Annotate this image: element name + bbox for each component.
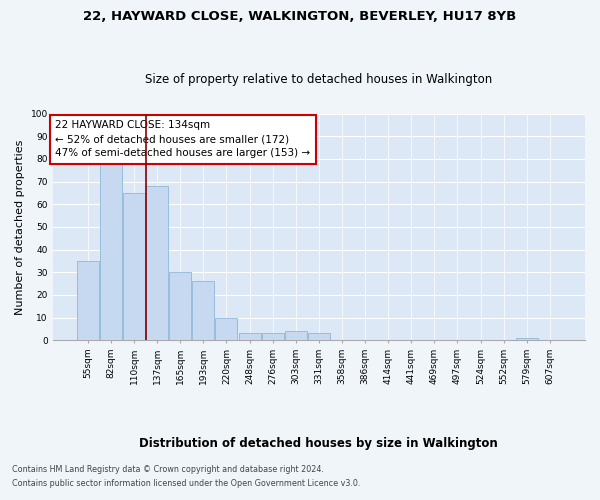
Bar [516,338,538,340]
Bar [169,272,191,340]
Bar [215,318,238,340]
Y-axis label: Number of detached properties: Number of detached properties [15,139,25,314]
X-axis label: Distribution of detached houses by size in Walkington: Distribution of detached houses by size … [139,437,498,450]
Text: 22, HAYWARD CLOSE, WALKINGTON, BEVERLEY, HU17 8YB: 22, HAYWARD CLOSE, WALKINGTON, BEVERLEY,… [83,10,517,23]
Bar [285,331,307,340]
Bar [308,334,330,340]
Bar [146,186,168,340]
Bar [262,334,284,340]
Bar [123,193,145,340]
Text: Contains HM Land Registry data © Crown copyright and database right 2024.
Contai: Contains HM Land Registry data © Crown c… [12,466,361,487]
Bar [100,154,122,340]
Bar [193,282,214,340]
Text: 22 HAYWARD CLOSE: 134sqm
← 52% of detached houses are smaller (172)
47% of semi-: 22 HAYWARD CLOSE: 134sqm ← 52% of detach… [55,120,310,158]
Bar [239,334,260,340]
Title: Size of property relative to detached houses in Walkington: Size of property relative to detached ho… [145,73,493,86]
Bar [77,261,99,340]
